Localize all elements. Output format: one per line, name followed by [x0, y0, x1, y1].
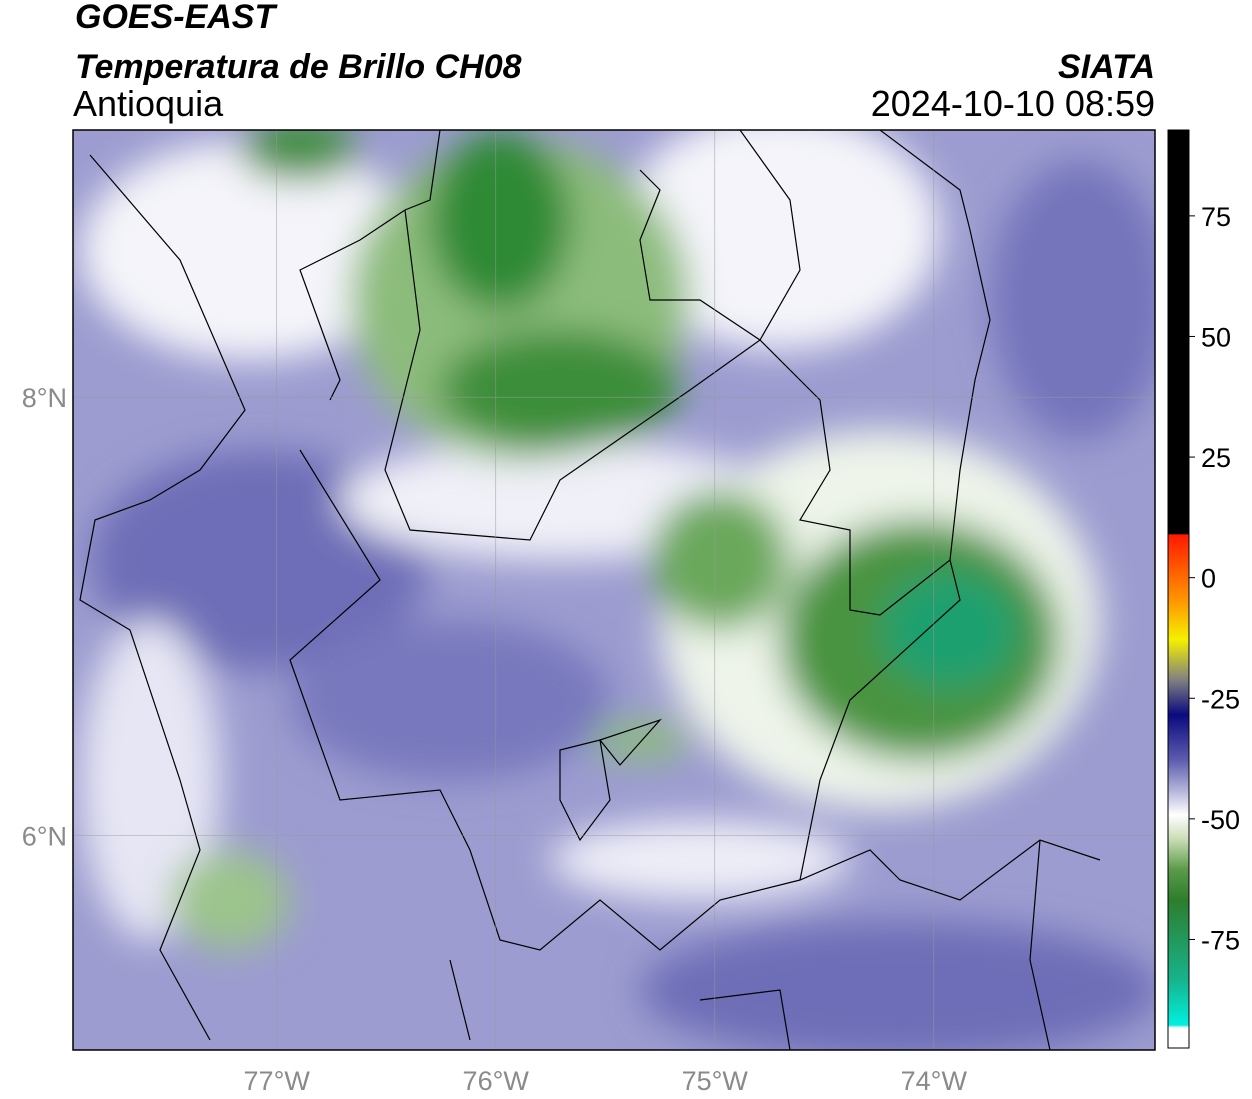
lon-tick-label: 76°W — [463, 1066, 530, 1096]
colorbar-tick-label: -75 — [1201, 925, 1240, 955]
lat-tick-label: 6°N — [22, 821, 67, 851]
lon-tick-label: 75°W — [682, 1066, 749, 1096]
datetime: 2024-10-10 08:59 — [871, 83, 1155, 124]
colorbar-tick-label: 50 — [1201, 322, 1231, 352]
colorbar-tick-label: -50 — [1201, 805, 1240, 835]
satellite: GOES-EAST — [75, 0, 278, 36]
lon-tick-label: 77°W — [244, 1066, 311, 1096]
colorbar — [1167, 129, 1190, 1049]
colorbar-tick-label: 25 — [1201, 443, 1231, 473]
map-frame — [72, 129, 1156, 1051]
source: SIATA — [1058, 48, 1155, 86]
lat-tick-label: 8°N — [22, 383, 67, 413]
imagery — [73, 130, 1155, 1050]
lon-tick-label: 74°W — [901, 1066, 968, 1096]
colorbar-tick-label: -25 — [1201, 684, 1240, 714]
colorbar-tick-label: 0 — [1201, 564, 1216, 594]
title: Temperatura de Brillo CH08 — [75, 48, 522, 86]
grid — [73, 130, 1155, 1050]
region: Antioquia — [73, 83, 224, 124]
colorbar-tick-label: 75 — [1201, 202, 1231, 232]
